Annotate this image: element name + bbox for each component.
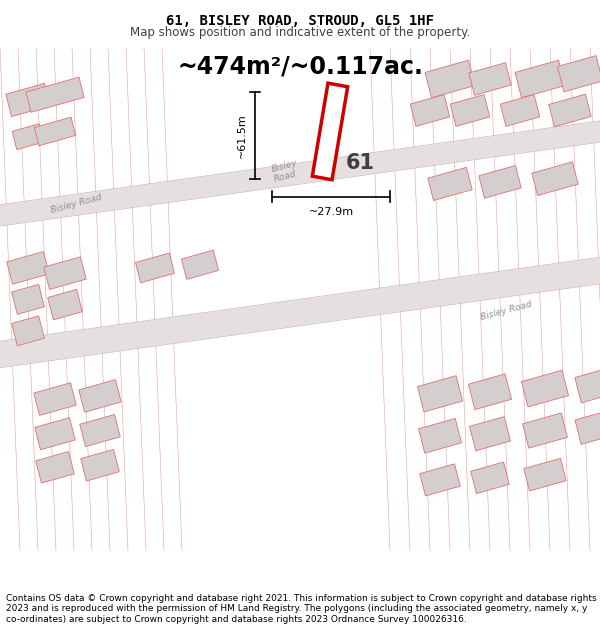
Polygon shape bbox=[7, 252, 49, 284]
Polygon shape bbox=[557, 56, 600, 92]
Polygon shape bbox=[12, 124, 44, 149]
Polygon shape bbox=[11, 284, 44, 314]
Polygon shape bbox=[420, 464, 460, 496]
Polygon shape bbox=[428, 168, 472, 201]
Polygon shape bbox=[47, 289, 82, 320]
Polygon shape bbox=[410, 94, 450, 126]
Polygon shape bbox=[479, 166, 521, 198]
Polygon shape bbox=[34, 117, 76, 146]
Polygon shape bbox=[450, 94, 490, 126]
Polygon shape bbox=[26, 77, 84, 112]
Text: Bisley Road: Bisley Road bbox=[480, 300, 533, 322]
Polygon shape bbox=[136, 253, 175, 282]
Polygon shape bbox=[521, 370, 569, 407]
Polygon shape bbox=[36, 451, 74, 483]
Polygon shape bbox=[11, 316, 44, 346]
Polygon shape bbox=[515, 60, 565, 98]
Polygon shape bbox=[500, 94, 540, 126]
Polygon shape bbox=[425, 60, 475, 98]
Text: Contains OS data © Crown copyright and database right 2021. This information is : Contains OS data © Crown copyright and d… bbox=[6, 594, 596, 624]
Polygon shape bbox=[418, 376, 463, 412]
Polygon shape bbox=[471, 462, 509, 494]
Polygon shape bbox=[181, 250, 218, 279]
Polygon shape bbox=[6, 83, 50, 116]
Polygon shape bbox=[523, 413, 568, 448]
Polygon shape bbox=[470, 417, 511, 451]
Polygon shape bbox=[575, 368, 600, 403]
Polygon shape bbox=[419, 419, 461, 453]
Text: 61, BISLEY ROAD, STROUD, GL5 1HF: 61, BISLEY ROAD, STROUD, GL5 1HF bbox=[166, 14, 434, 28]
Text: Bisley
Road: Bisley Road bbox=[270, 158, 301, 184]
Polygon shape bbox=[469, 374, 512, 409]
Polygon shape bbox=[524, 458, 566, 491]
Polygon shape bbox=[0, 121, 600, 226]
Polygon shape bbox=[313, 83, 347, 180]
Polygon shape bbox=[44, 257, 86, 289]
Text: Bisley Road: Bisley Road bbox=[50, 193, 103, 216]
Polygon shape bbox=[469, 62, 511, 95]
Polygon shape bbox=[0, 258, 600, 368]
Text: 61: 61 bbox=[346, 153, 374, 173]
Text: ~27.9m: ~27.9m bbox=[308, 207, 353, 217]
Text: ~61.5m: ~61.5m bbox=[237, 112, 247, 158]
Polygon shape bbox=[80, 414, 120, 447]
Polygon shape bbox=[532, 162, 578, 196]
Text: Map shows position and indicative extent of the property.: Map shows position and indicative extent… bbox=[130, 26, 470, 39]
Polygon shape bbox=[35, 418, 75, 450]
Polygon shape bbox=[79, 379, 121, 412]
Polygon shape bbox=[549, 94, 591, 127]
Polygon shape bbox=[81, 449, 119, 481]
Text: ~474m²/~0.117ac.: ~474m²/~0.117ac. bbox=[177, 54, 423, 78]
Polygon shape bbox=[575, 411, 600, 444]
Polygon shape bbox=[34, 382, 76, 416]
